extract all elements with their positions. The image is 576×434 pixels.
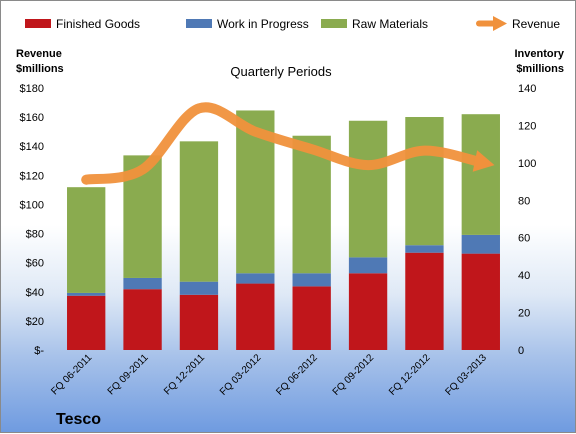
bar-work-in-progress-8 <box>462 235 500 254</box>
bar-raw-materials-3 <box>180 141 218 281</box>
left-tick-label: $40 <box>26 287 44 299</box>
company-name: Tesco <box>56 411 101 428</box>
left-tick-label: $- <box>34 345 44 357</box>
right-axis-ticks: 0 20 40 60 80 100 120 140 <box>518 83 536 357</box>
right-tick-label: 60 <box>518 233 530 245</box>
bar-work-in-progress-3 <box>180 282 218 295</box>
left-tick-label: $20 <box>26 316 44 328</box>
left-tick-label: $100 <box>20 199 44 211</box>
bar-finished-goods-4 <box>236 284 274 350</box>
category-label-4: FQ 03-2012 <box>218 352 264 398</box>
left-tick-label: $160 <box>20 112 44 124</box>
bar-finished-goods-7 <box>405 253 443 350</box>
chart-title: Quarterly Periods <box>230 64 332 79</box>
bar-finished-goods-8 <box>462 254 500 350</box>
right-tick-label: 0 <box>518 345 524 357</box>
bar-work-in-progress-7 <box>405 245 443 252</box>
bar-work-in-progress-2 <box>123 278 161 289</box>
right-axis-title-line-2: $millions <box>516 63 564 75</box>
legend: Finished Goods Work in Progress Raw Materi… <box>25 16 560 31</box>
right-tick-label: 100 <box>518 158 536 170</box>
legend-label-1: Finished Goods <box>56 17 140 31</box>
bar-work-in-progress-5 <box>293 273 331 286</box>
bar-work-in-progress-1 <box>67 293 105 296</box>
bar-raw-materials-6 <box>349 121 387 258</box>
bar-finished-goods-2 <box>123 289 161 350</box>
category-label-3: FQ 12-2011 <box>162 352 207 397</box>
bar-finished-goods-6 <box>349 273 387 350</box>
legend-label-revenue: Revenue <box>512 17 560 31</box>
bar-finished-goods-1 <box>67 296 105 350</box>
right-tick-label: 40 <box>518 270 530 282</box>
right-axis-title-line-1: Inventory <box>514 48 564 60</box>
legend-label-2: Work in Progress <box>217 17 309 31</box>
category-label-5: FQ 06-2012 <box>274 352 320 398</box>
legend-swatch-3 <box>321 19 347 28</box>
left-axis-ticks: $- $20 $40 $60 $80 $100 $120 $140 $160 $180 <box>20 83 45 357</box>
bar-raw-materials-7 <box>405 117 443 245</box>
category-label-8: FQ 03-2013 <box>443 352 489 398</box>
right-tick-label: 140 <box>518 83 536 95</box>
category-label-7: FQ 12-2012 <box>387 352 433 398</box>
right-tick-label: 80 <box>518 195 530 207</box>
category-label-1: FQ 06-2011 <box>49 352 94 397</box>
bar-raw-materials-8 <box>462 114 500 235</box>
right-tick-label: 20 <box>518 308 530 320</box>
left-tick-label: $80 <box>26 229 44 241</box>
bar-raw-materials-1 <box>67 187 105 293</box>
right-tick-label: 120 <box>518 120 536 132</box>
bar-work-in-progress-6 <box>349 257 387 273</box>
legend-label-3: Raw Materials <box>352 17 428 31</box>
category-label-6: FQ 09-2012 <box>331 352 377 398</box>
left-tick-label: $140 <box>20 141 44 153</box>
left-axis-title-line-2: $millions <box>16 63 64 75</box>
bar-finished-goods-5 <box>293 286 331 350</box>
left-tick-label: $60 <box>26 258 44 270</box>
left-tick-label: $120 <box>20 170 44 182</box>
legend-swatch-2 <box>186 19 212 28</box>
left-tick-label: $180 <box>20 83 44 95</box>
bar-finished-goods-3 <box>180 295 218 350</box>
category-label-2: FQ 09-2011 <box>106 352 151 397</box>
bar-work-in-progress-4 <box>236 273 274 283</box>
legend-swatch-1 <box>25 19 51 28</box>
legend-arrow-revenue <box>493 16 507 31</box>
left-axis-title-line-1: Revenue <box>16 48 62 60</box>
